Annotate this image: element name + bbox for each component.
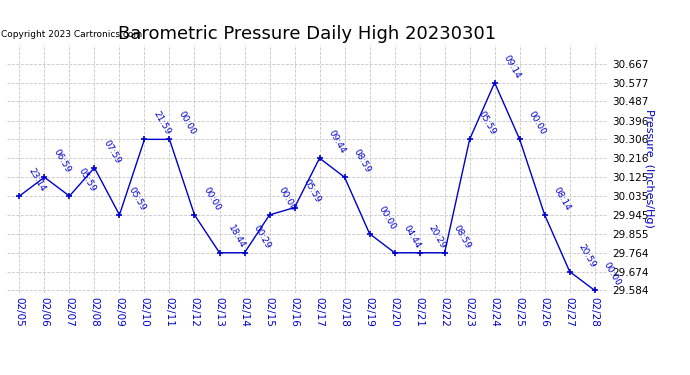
Text: 20:29: 20:29	[426, 223, 447, 250]
Text: 00:00: 00:00	[201, 185, 222, 212]
Text: 00:29: 00:29	[251, 223, 272, 250]
Text: 06:59: 06:59	[51, 147, 72, 174]
Text: 09:14: 09:14	[502, 53, 522, 80]
Text: 00:00: 00:00	[277, 185, 297, 212]
Text: 04:44: 04:44	[402, 224, 422, 250]
Text: 20:59: 20:59	[577, 242, 598, 269]
Text: Copyright 2023 Cartronics.com: Copyright 2023 Cartronics.com	[1, 30, 142, 39]
Y-axis label: Pressure  (Inches/Hg): Pressure (Inches/Hg)	[644, 110, 654, 228]
Text: 05:59: 05:59	[302, 178, 322, 205]
Text: 05:59: 05:59	[477, 110, 497, 136]
Text: 23:14: 23:14	[26, 166, 47, 193]
Text: 00:00: 00:00	[177, 110, 197, 136]
Text: 21:59: 21:59	[151, 110, 172, 136]
Text: 09:44: 09:44	[326, 129, 347, 155]
Text: 00:00: 00:00	[602, 261, 622, 288]
Text: 18:44: 18:44	[226, 223, 247, 250]
Text: 05:59: 05:59	[77, 166, 97, 193]
Title: Barometric Pressure Daily High 20230301: Barometric Pressure Daily High 20230301	[118, 26, 496, 44]
Text: 05:59: 05:59	[126, 185, 147, 212]
Text: 08:14: 08:14	[551, 185, 572, 212]
Text: 00:00: 00:00	[526, 110, 547, 136]
Text: 08:59: 08:59	[351, 147, 372, 174]
Text: 08:59: 08:59	[451, 223, 472, 250]
Text: 07:59: 07:59	[101, 138, 122, 165]
Text: 00:00: 00:00	[377, 204, 397, 231]
